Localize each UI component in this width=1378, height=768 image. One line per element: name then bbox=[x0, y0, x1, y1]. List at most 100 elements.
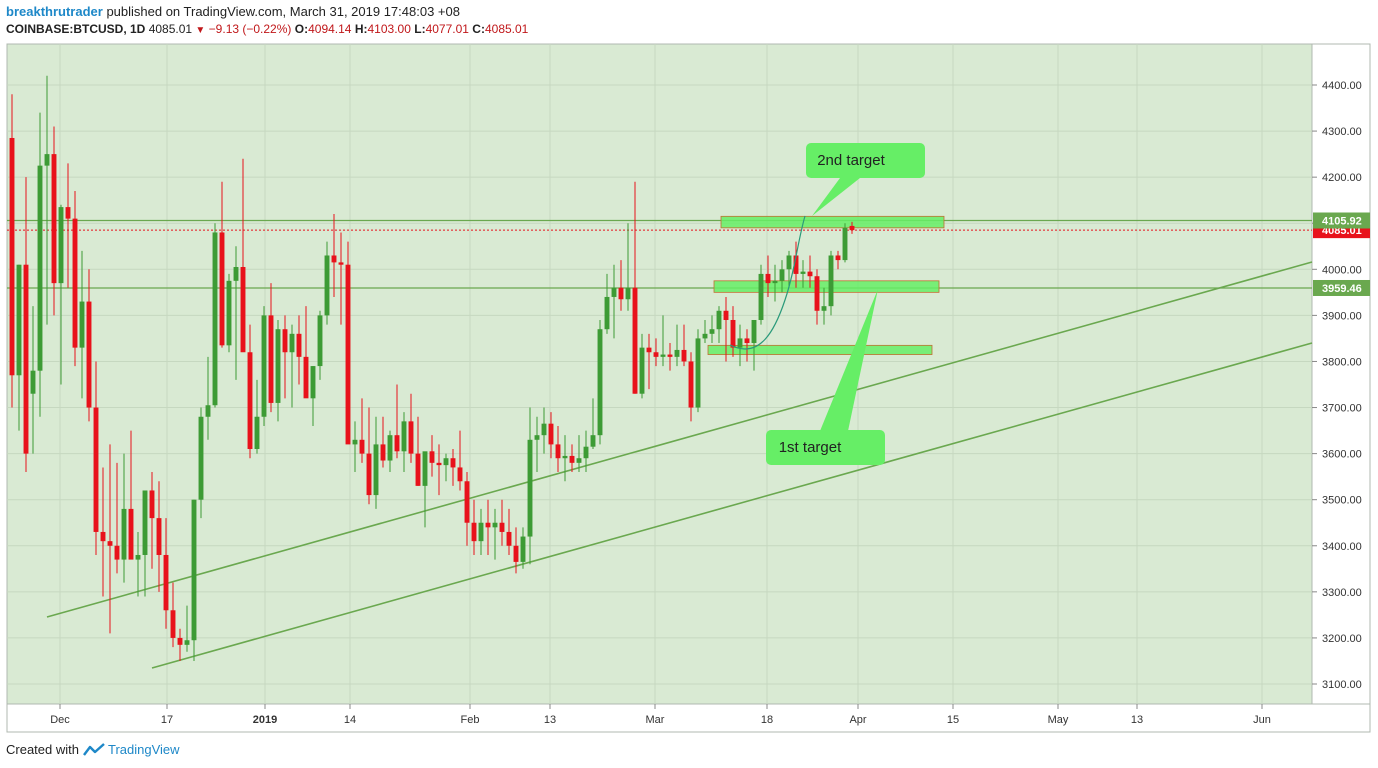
candle-up bbox=[674, 349, 680, 357]
candle-up bbox=[289, 333, 295, 353]
publish-line: breakthrutrader published on TradingView… bbox=[6, 4, 460, 19]
candle-up bbox=[254, 416, 260, 450]
candle-up bbox=[478, 522, 484, 542]
y-tick-label: 3500.00 bbox=[1322, 495, 1362, 507]
candle-down bbox=[436, 462, 442, 466]
candle-up bbox=[821, 306, 827, 311]
candle-down bbox=[849, 225, 855, 231]
candle-up bbox=[758, 273, 764, 320]
candle-down bbox=[282, 329, 288, 353]
target-zone bbox=[713, 280, 940, 293]
price-axis[interactable] bbox=[1311, 43, 1371, 705]
tradingview-link[interactable]: TradingView bbox=[108, 742, 180, 757]
x-tick-label: Jun bbox=[1253, 714, 1271, 726]
tradingview-logo-icon bbox=[82, 743, 105, 756]
y-tick-label: 3600.00 bbox=[1322, 449, 1362, 461]
candle-down bbox=[723, 310, 729, 320]
x-tick-label: 13 bbox=[544, 714, 556, 726]
candle-down bbox=[219, 232, 225, 346]
x-tick-label: 13 bbox=[1131, 714, 1143, 726]
candle-up bbox=[702, 333, 708, 339]
author-link[interactable]: breakthrutrader bbox=[6, 4, 103, 19]
candle-up bbox=[30, 370, 36, 394]
y-tick-label: 4400.00 bbox=[1322, 80, 1362, 92]
candle-down bbox=[681, 349, 687, 362]
candle-down bbox=[268, 315, 274, 403]
candle-down bbox=[23, 264, 29, 454]
candle-up bbox=[387, 435, 393, 461]
candle-down bbox=[170, 610, 176, 638]
candle-up bbox=[191, 499, 197, 641]
candle-up bbox=[226, 280, 232, 346]
candle-down bbox=[9, 137, 15, 376]
candle-down bbox=[86, 301, 92, 408]
candle-down bbox=[506, 531, 512, 546]
candle-up bbox=[590, 435, 596, 447]
candle-up bbox=[597, 329, 603, 436]
candle-down bbox=[65, 207, 71, 219]
candle-down bbox=[814, 276, 820, 311]
candle-down bbox=[485, 522, 491, 528]
target-zone bbox=[720, 215, 945, 229]
candle-down bbox=[632, 287, 638, 394]
candle-down bbox=[296, 333, 302, 357]
candle-up bbox=[583, 446, 589, 459]
candle-down bbox=[730, 319, 736, 348]
y-tick-label: 3300.00 bbox=[1322, 587, 1362, 599]
candle-up bbox=[527, 439, 533, 537]
candle-down bbox=[331, 255, 337, 263]
y-tick-label: 3700.00 bbox=[1322, 403, 1362, 415]
candle-up bbox=[660, 354, 666, 357]
candle-down bbox=[646, 347, 652, 353]
candle-up bbox=[576, 458, 582, 463]
target1-label: 1st target bbox=[779, 439, 842, 456]
candle-down bbox=[667, 354, 673, 357]
candle-up bbox=[79, 301, 85, 348]
candle-up bbox=[44, 154, 50, 166]
time-axis[interactable] bbox=[6, 703, 1371, 733]
candle-up bbox=[779, 269, 785, 281]
candle-up bbox=[198, 416, 204, 500]
x-tick-label: 17 bbox=[161, 714, 173, 726]
created-with-label: Created with bbox=[6, 742, 79, 757]
x-tick-label: 2019 bbox=[253, 714, 277, 726]
candle-up bbox=[842, 227, 848, 261]
target2-pointer bbox=[812, 178, 860, 216]
change-value: −9.13 (−0.22%) bbox=[208, 22, 292, 36]
y-tick-label: 3100.00 bbox=[1322, 679, 1362, 691]
candle-down bbox=[807, 271, 813, 277]
x-tick-label: 14 bbox=[344, 714, 356, 726]
x-tick-label: Feb bbox=[461, 714, 480, 726]
publish-info: published on TradingView.com, March 31, … bbox=[106, 4, 460, 19]
lower-trendline bbox=[151, 342, 1313, 669]
level2-price-tag bbox=[1313, 279, 1370, 296]
chart-pane[interactable] bbox=[6, 43, 1313, 705]
target1-pointer bbox=[820, 289, 878, 431]
y-tick-label: 4200.00 bbox=[1322, 172, 1362, 184]
x-tick-label: 15 bbox=[947, 714, 959, 726]
y-tick-label: 4300.00 bbox=[1322, 126, 1362, 138]
candle-up bbox=[275, 329, 281, 403]
candle-up bbox=[709, 329, 715, 334]
candle-down bbox=[303, 356, 309, 399]
y-tick-label: 4000.00 bbox=[1322, 264, 1362, 276]
upper-trendline bbox=[46, 261, 1313, 618]
candle-down bbox=[394, 435, 400, 452]
candle-up bbox=[604, 296, 610, 330]
candle-up bbox=[520, 536, 526, 562]
candle-down bbox=[471, 522, 477, 542]
level1-price-tag-label: 4105.92 bbox=[1322, 216, 1362, 228]
candle-up bbox=[261, 315, 267, 417]
x-tick-label: May bbox=[1048, 714, 1069, 726]
candle-down bbox=[618, 287, 624, 300]
candle-up bbox=[751, 319, 757, 344]
candle-up bbox=[233, 267, 239, 281]
high-value: 4103.00 bbox=[367, 22, 411, 36]
candle-up bbox=[121, 508, 127, 560]
candle-up bbox=[310, 366, 316, 399]
close-label: C: bbox=[472, 22, 485, 36]
level2-price-tag-label: 3959.46 bbox=[1322, 283, 1362, 295]
candle-down bbox=[464, 481, 470, 523]
candle-down bbox=[744, 338, 750, 344]
